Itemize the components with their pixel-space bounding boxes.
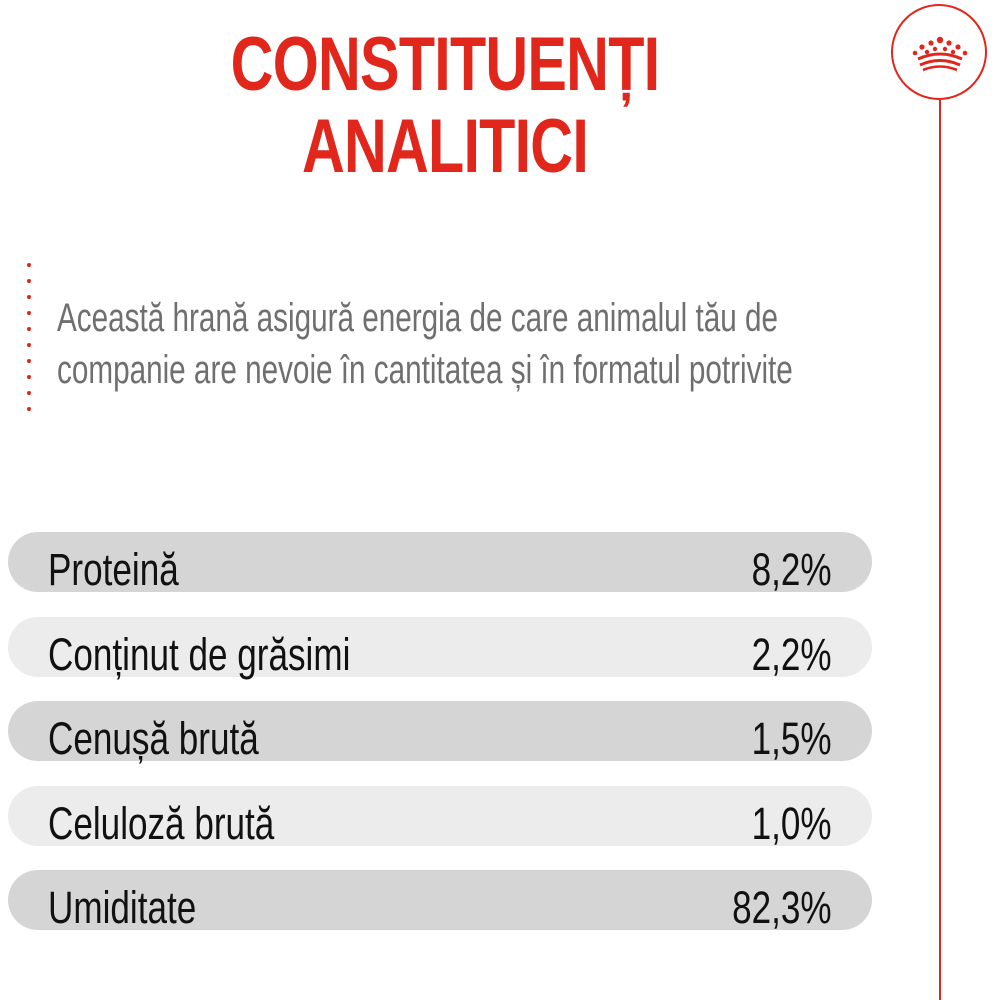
constituent-label: Umiditate <box>48 882 197 933</box>
constituent-label: Celuloză brută <box>48 797 275 849</box>
constituent-value: 8,2% <box>751 544 832 595</box>
page-title: CONSTITUENȚI ANALITICI <box>98 24 792 188</box>
page-title-line-1: CONSTITUENȚI <box>230 22 660 107</box>
description-line-2: companie are nevoie în cantitatea și în … <box>57 348 793 392</box>
table-row: Conținut de grăsimi 2,2% <box>8 616 872 680</box>
constituent-label: Conținut de grăsimi <box>48 628 351 680</box>
description-line-1: Această hrană asigură energia de care an… <box>57 296 779 340</box>
brand-logo <box>891 4 987 100</box>
constituent-value: 2,2% <box>751 628 832 680</box>
table-row: Proteină 8,2% <box>8 532 872 595</box>
analytical-constituents-table: Proteină 8,2% Conținut de grăsimi 2,2% C… <box>8 532 872 955</box>
brand-vertical-line <box>939 100 941 1000</box>
constituent-label: Cenușă brută <box>48 713 259 764</box>
page-title-line-2: ANALITICI <box>301 104 589 189</box>
dotted-divider <box>27 263 31 411</box>
constituent-value: 1,0% <box>751 797 832 849</box>
crown-icon <box>912 36 968 72</box>
constituent-label: Proteină <box>48 544 179 595</box>
table-row: Umiditate 82,3% <box>8 870 872 933</box>
constituent-value: 82,3% <box>732 882 832 933</box>
table-row: Cenușă brută 1,5% <box>8 701 872 764</box>
description-text: Această hrană asigură energia de care an… <box>57 292 873 396</box>
table-row: Celuloză brută 1,0% <box>8 785 872 849</box>
constituent-value: 1,5% <box>751 713 832 764</box>
